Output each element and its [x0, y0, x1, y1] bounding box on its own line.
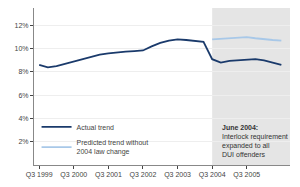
svg-text:Actual trend: Actual trend	[77, 124, 114, 131]
svg-text:Q3 2005: Q3 2005	[233, 171, 260, 179]
svg-text:Q3 2002: Q3 2002	[130, 171, 157, 179]
svg-text:Q3 2004: Q3 2004	[199, 171, 226, 179]
svg-text:June 2004:Interlock requiremen: June 2004:Interlock requirementexpanded …	[222, 124, 288, 158]
svg-text:12%: 12%	[15, 22, 29, 29]
svg-text:10%: 10%	[15, 45, 29, 52]
svg-text:6%: 6%	[18, 92, 28, 99]
svg-text:Q3 2003: Q3 2003	[164, 171, 191, 179]
svg-text:Q3 1999: Q3 1999	[26, 171, 53, 179]
svg-text:Q3 2001: Q3 2001	[95, 171, 122, 179]
svg-text:8%: 8%	[18, 68, 28, 75]
svg-text:4%: 4%	[18, 115, 28, 122]
svg-text:Q3 2000: Q3 2000	[60, 171, 87, 179]
svg-text:Predicted trend without2004 la: Predicted trend without2004 law change	[77, 139, 149, 156]
svg-text:2%: 2%	[18, 138, 28, 145]
